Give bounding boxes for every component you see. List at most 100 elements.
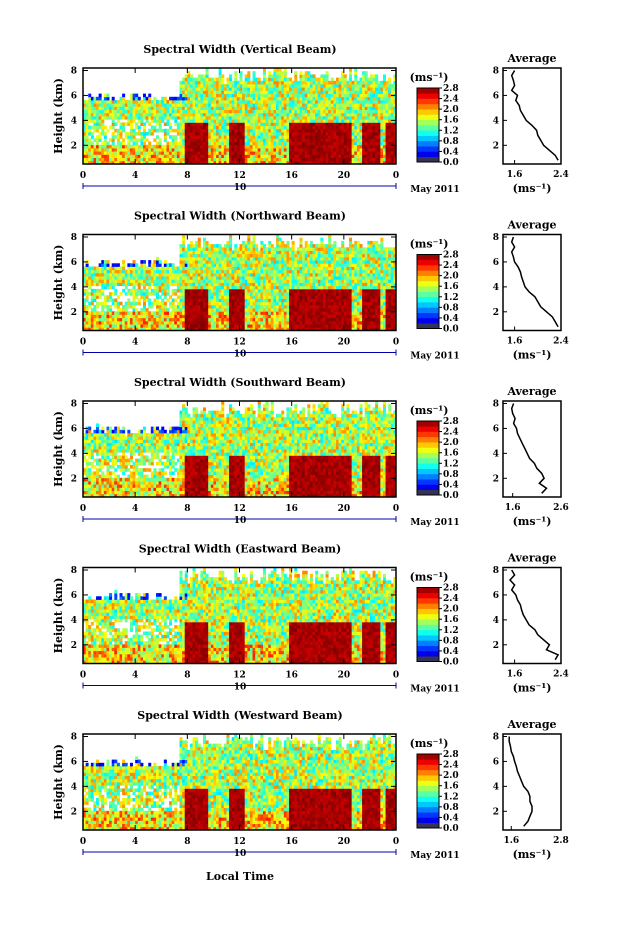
heatmap-cell [111,116,115,120]
heatmap-cell [289,77,293,82]
heatmap-cell [369,160,373,165]
heatmap-cell [200,90,204,94]
heatmap-cell [88,269,92,274]
heatmap-cell [390,96,394,101]
heatmap-cell [385,106,389,110]
heatmap-cell [210,269,214,274]
heatmap-cell [268,276,272,280]
heatmap-cell [270,269,274,274]
heatmap-cell [247,80,251,85]
heatmap-cell [156,263,160,267]
heatmap-cell [195,279,199,283]
heatmap-cell [140,282,144,287]
date-label: May 2011 [410,185,459,195]
heatmap-cell [273,308,277,312]
heatmap-cell [88,144,92,149]
heatmap-cell [216,141,220,146]
heatmap-cell [85,279,89,283]
heatmap-cell [106,276,110,280]
heatmap-cell [184,141,188,146]
heatmap-cell [187,135,191,139]
heatmap-cell [221,103,225,107]
heatmap-cell [174,266,178,271]
heatmap-cell [296,260,300,264]
heatmap-cell [289,295,293,299]
heatmap-cell [145,144,149,149]
heatmap-cell [268,266,272,271]
heatmap-cell [372,154,376,158]
heatmap-cell [255,276,259,280]
heatmap-cell [124,106,128,110]
heatmap-cell [208,93,212,98]
heatmap-cell [262,272,266,277]
heatmap-cell [83,103,87,107]
heatmap-cell [179,151,183,155]
heatmap-cell [283,116,287,120]
heatmap-cell [153,263,157,267]
heatmap-cell [223,256,227,261]
colorbar-segment [417,135,439,142]
heatmap-cell [247,77,251,82]
heatmap-cell [385,112,389,117]
heatmap-cell [325,157,329,162]
heatmap-cell [83,272,87,277]
heatmap-cell [200,84,204,88]
heatmap-cell [385,141,389,146]
heatmap-cell [122,106,126,110]
heatmap-cell [93,122,97,126]
heatmap-cell [283,122,287,126]
heatmap-cell [156,256,160,261]
heatmap-cell [137,103,141,107]
heatmap-cell [375,109,379,114]
heatmap-cell [283,148,287,152]
heatmap-cell [304,138,308,142]
heatmap-cell [88,151,92,155]
heatmap-cell [359,96,363,101]
heatmap-cell [174,103,178,107]
heatmap-cell [197,237,201,242]
heatmap-cell [372,157,376,162]
heatmap-cell [216,272,220,277]
heatmap-cell [106,154,110,158]
heatmap-cell [380,100,384,104]
heatmap-cell [145,157,149,162]
heatmap-cell [289,253,293,258]
heatmap-cell [255,87,259,91]
heatmap-cell [116,119,120,123]
heatmap-cell [359,103,363,107]
heatmap-cell [289,266,293,271]
heatmap-cell [257,285,261,290]
heatmap-cell [202,151,206,155]
heatmap-cell [161,148,165,152]
heatmap-cell [132,314,136,319]
heatmap-cell [375,160,379,165]
heatmap-cell [252,311,256,315]
heatmap-cell [197,100,201,104]
heatmap-cell [226,103,230,107]
heatmap-cell [291,90,295,94]
heatmap-cell [83,266,87,271]
heatmap-cell [262,276,266,280]
heatmap-cell [122,125,126,130]
heatmap-cell [351,87,355,91]
heatmap-cell [98,132,102,136]
heatmap-cell [135,276,139,280]
heatmap-cell [385,103,389,107]
heatmap-cell [85,276,89,280]
heatmap-cell [90,132,94,136]
heatmap-cell [88,317,92,322]
heatmap-cell [336,116,340,120]
heatmap-cell [294,292,298,296]
heatmap-cell [195,80,199,85]
heatmap-cell [276,135,280,139]
heatmap-cell [286,135,290,139]
heatmap-cell [296,128,300,133]
heatmap-cell [283,106,287,110]
heatmap-cell [270,324,274,328]
heatmap-cell [252,314,256,319]
heatmap-cell [260,96,264,101]
heatmap-cell [242,269,246,274]
heatmap-cell [85,269,89,274]
heatmap-cell [93,288,97,293]
heatmap-cell [195,154,199,158]
